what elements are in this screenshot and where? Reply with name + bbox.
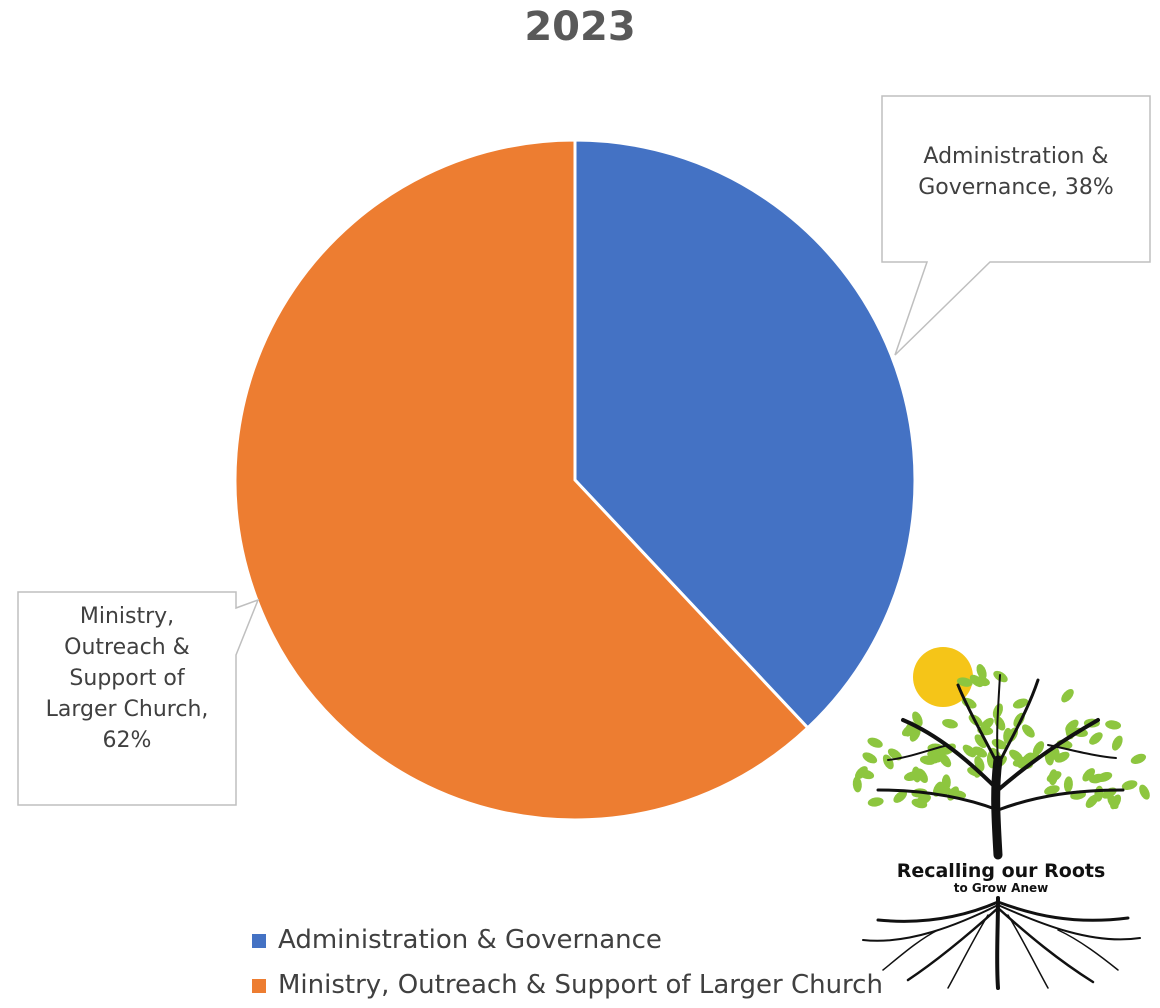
- data-label-ministry-line5: 62%: [102, 728, 152, 753]
- data-label-admin-line2: Governance, 38%: [918, 175, 1114, 200]
- legend-item-ministry: Ministry, Outreach & Support of Larger C…: [252, 963, 883, 1008]
- leaf-icon: [1012, 698, 1029, 709]
- leaf-icon: [852, 776, 862, 793]
- leaf-icon: [962, 744, 977, 758]
- data-label-ministry: Ministry, Outreach & Support of Larger C…: [18, 601, 236, 756]
- leaf-icon: [1089, 732, 1103, 745]
- pie-slice-admin: [573, 138, 917, 730]
- leaf-icon: [867, 797, 884, 807]
- leaf-icon: [931, 747, 941, 764]
- leaf-icon: [1110, 794, 1122, 810]
- leaf-icon: [1022, 724, 1035, 738]
- legend-label-ministry: Ministry, Outreach & Support of Larger C…: [278, 970, 883, 1000]
- leaf-icon: [976, 664, 987, 680]
- leaf-icon: [855, 766, 868, 780]
- leaf-icon: [867, 737, 883, 748]
- leaf-icon: [974, 734, 987, 749]
- legend: Administration & Governance Ministry, Ou…: [252, 918, 883, 1008]
- data-label-admin-line1: Administration &: [923, 144, 1109, 169]
- leaf-icon: [1009, 749, 1023, 762]
- legend-swatch-ministry: [252, 978, 266, 993]
- legend-label-admin: Administration & Governance: [278, 925, 662, 955]
- tree-trunk-icon: [876, 674, 1125, 860]
- leaf-icon: [1139, 784, 1150, 800]
- leaf-icon: [1063, 776, 1073, 793]
- tree-with-roots-logo: Recalling our Roots to Grow Anew: [852, 647, 1150, 990]
- legend-swatch-admin: [252, 933, 266, 948]
- logo-subtitle: to Grow Anew: [954, 881, 1049, 895]
- leaf-icon: [956, 677, 973, 687]
- leaf-icon: [882, 754, 894, 770]
- leaf-icon: [1027, 751, 1039, 766]
- leaf-icon: [969, 674, 984, 688]
- leaf-icon: [1046, 771, 1062, 783]
- leaf-icon: [1130, 753, 1147, 764]
- sun-icon: [913, 647, 973, 707]
- data-label-ministry-line4: Larger Church,: [45, 697, 209, 722]
- leaf-icon: [1111, 735, 1123, 751]
- leaf-icon: [939, 753, 952, 768]
- chart-title: 2023: [524, 4, 636, 50]
- leaf-icon: [1096, 772, 1113, 782]
- leaf-icon: [1121, 780, 1138, 790]
- leaf-icon: [893, 790, 907, 803]
- leaf-icon: [903, 771, 920, 782]
- leaf-icon: [991, 738, 1007, 750]
- data-label-ministry-line2: Outreach &: [64, 635, 190, 660]
- leaf-icon: [1061, 688, 1074, 703]
- leaf-icon: [1105, 720, 1122, 730]
- leaf-icon: [911, 798, 928, 809]
- logo-title: Recalling our Roots: [897, 860, 1106, 882]
- data-label-ministry-line3: Support of: [69, 666, 185, 691]
- tree-roots-icon: [862, 896, 1141, 990]
- leaf-icon: [862, 752, 878, 764]
- callout-admin-box: [881, 95, 1151, 356]
- data-label-ministry-line1: Ministry,: [79, 604, 175, 629]
- pie-slices: [233, 138, 917, 822]
- legend-item-admin: Administration & Governance: [252, 918, 883, 963]
- leaf-icon: [912, 711, 923, 727]
- pie-slice-ministry: [233, 138, 810, 822]
- data-label-admin: Administration & Governance, 38%: [882, 141, 1150, 203]
- leaf-icon: [1082, 768, 1096, 782]
- leaf-icon: [942, 718, 958, 729]
- callout-ministry-box: [17, 591, 260, 806]
- leaf-icon: [901, 724, 917, 737]
- leaf-icon: [916, 768, 928, 784]
- leaf-icon: [1044, 785, 1060, 795]
